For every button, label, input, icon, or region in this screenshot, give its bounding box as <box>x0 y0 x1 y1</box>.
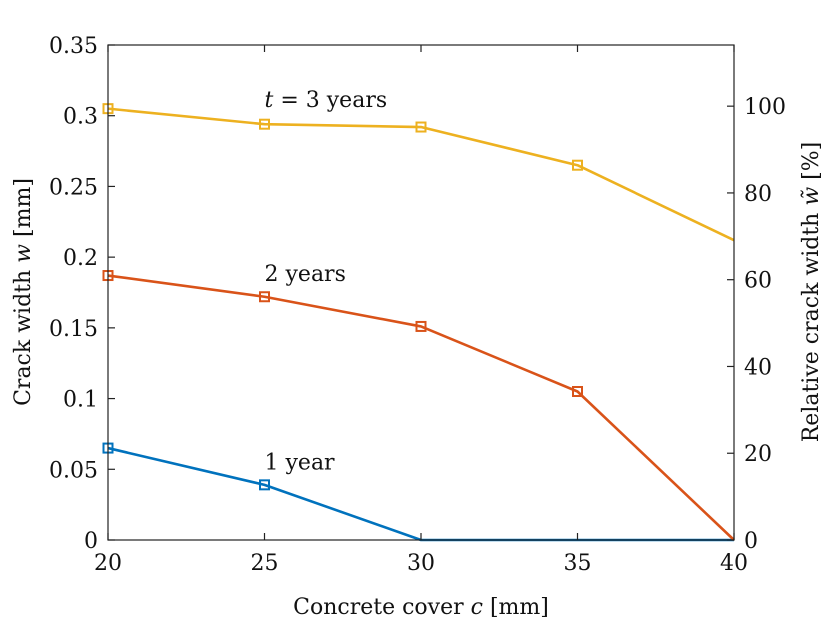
x-tick-label: 35 <box>564 551 592 576</box>
annotation-label: t = 3 years <box>265 88 388 113</box>
series-1-marker <box>259 479 270 491</box>
series-line-2 <box>107 274 735 541</box>
y2-tick-label: 60 <box>744 269 772 294</box>
y-tick-label: 0.25 <box>49 175 98 200</box>
x-tick-label: 25 <box>251 551 279 576</box>
series-2-marker <box>572 386 583 397</box>
series-3-marker <box>259 118 270 130</box>
y-axis-title: Crack width w [mm] <box>11 178 36 406</box>
series-3-marker <box>415 121 427 133</box>
y-tick-label: 0.15 <box>49 317 98 342</box>
y2-tick-label: 40 <box>744 355 772 380</box>
series-3-marker <box>572 159 583 171</box>
annotation-label: 2 years <box>265 262 346 287</box>
x-axis-title: Concrete cover c [mm] <box>293 595 549 620</box>
y2-tick-label: 100 <box>744 95 786 120</box>
series-2-marker <box>415 320 427 332</box>
y-tick-label: 0.3 <box>63 105 98 130</box>
series-line-3 <box>107 107 735 242</box>
y2-tick-label: 0 <box>744 529 758 554</box>
y-tick-label: 0.2 <box>63 246 98 271</box>
x-tick-label: 20 <box>94 551 122 576</box>
y2-tick-label: 80 <box>744 182 772 207</box>
y2-tick-label: 20 <box>744 442 772 467</box>
y2-axis-title: Relative crack width w̃ [%] <box>799 142 824 443</box>
x-tick-label: 40 <box>720 551 748 576</box>
y-tick-label: 0.05 <box>49 458 98 483</box>
series-2-marker <box>259 291 270 303</box>
x-tick-label: 30 <box>407 551 435 576</box>
y-tick-label: 0.1 <box>63 388 98 413</box>
y-tick-label: 0 <box>84 529 98 554</box>
y-tick-label: 0.35 <box>49 34 98 59</box>
annotation-label: 1 year <box>265 450 336 475</box>
